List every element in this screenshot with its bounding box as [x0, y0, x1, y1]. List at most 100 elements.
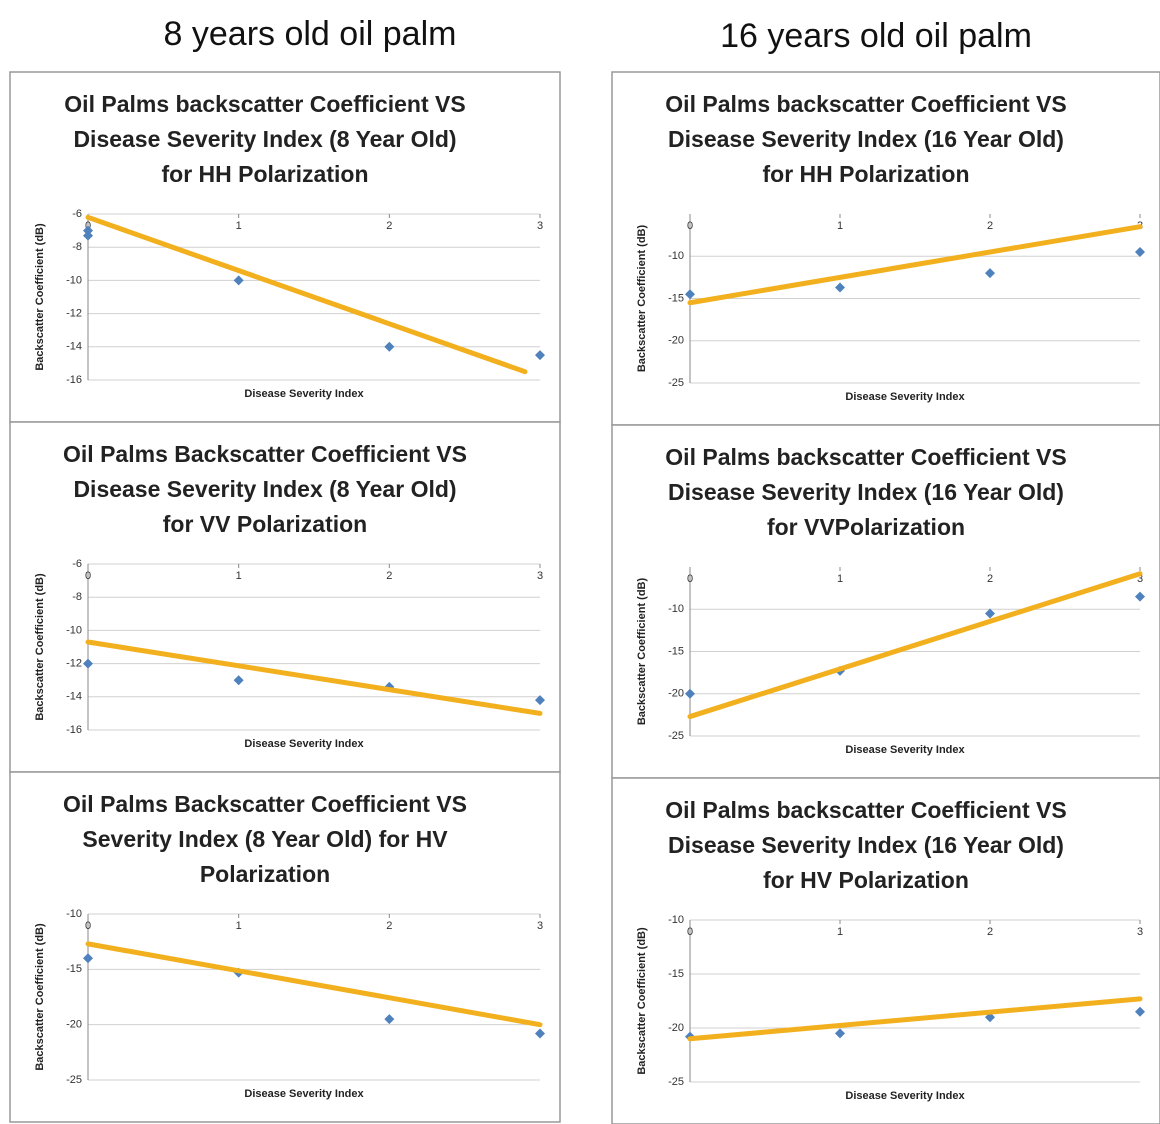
data-point — [685, 289, 695, 300]
chart-title: for VV Polarization — [163, 511, 367, 537]
x-tick-label: 0 — [85, 920, 91, 932]
y-tick-label: -16 — [66, 724, 82, 736]
y-tick-label: -25 — [668, 730, 684, 742]
y-tick-label: -10 — [66, 624, 82, 636]
chart-title: for HH Polarization — [762, 161, 969, 187]
x-tick-label: 0 — [687, 220, 693, 232]
data-point — [835, 1028, 845, 1039]
y-tick-label: -10 — [668, 603, 684, 615]
chart-title: for VVPolarization — [767, 514, 965, 540]
data-point — [233, 275, 244, 286]
x-tick-label: 2 — [987, 926, 993, 938]
chart-title: Disease Severity Index (16 Year Old) — [668, 479, 1064, 505]
y-tick-label: -8 — [72, 241, 82, 253]
x-tick-label: 0 — [85, 570, 91, 582]
x-axis-label: Disease Severity Index — [244, 1088, 364, 1100]
x-tick-label: 1 — [236, 920, 242, 932]
chart-panel: Oil Palms Backscatter Coefficient VS Seve… — [9, 771, 561, 1123]
x-tick-label: 3 — [537, 220, 543, 232]
chart-title: Oil Palms backscatter Coefficient VS — [665, 444, 1066, 470]
data-point — [535, 350, 545, 361]
trendline — [85, 639, 543, 716]
x-tick-label: 2 — [386, 920, 392, 932]
chart-panel: Oil Palms backscatter Coefficient VS Dise… — [611, 71, 1160, 426]
y-tick-label: -10 — [66, 274, 82, 286]
trendline — [85, 941, 543, 1028]
chart-title: Disease Severity Index (16 Year Old) — [668, 832, 1064, 858]
y-tick-label: -25 — [668, 1076, 684, 1088]
x-tick-label: 3 — [537, 570, 543, 582]
y-tick-label: -15 — [668, 645, 684, 657]
chart-title: Oil Palms Backscatter Coefficient VS — [63, 441, 467, 467]
panel-border — [611, 71, 1160, 426]
column-heading: 16 years old oil palm — [720, 17, 1032, 55]
chart-title: Disease Severity Index (8 Year Old) — [73, 126, 456, 152]
y-tick-label: -20 — [668, 1022, 684, 1034]
chart-title: Disease Severity Index (8 Year Old) — [73, 476, 456, 502]
y-tick-label: -25 — [66, 1074, 82, 1086]
data-point — [985, 608, 995, 619]
y-tick-label: -25 — [668, 377, 684, 389]
data-point — [83, 953, 93, 964]
chart-title: Severity Index (8 Year Old) for HV — [82, 826, 448, 852]
x-axis-label: Disease Severity Index — [244, 388, 364, 400]
y-tick-label: -6 — [72, 558, 82, 570]
y-tick-label: -20 — [66, 1019, 82, 1031]
x-tick-label: 3 — [1137, 926, 1143, 938]
y-tick-label: -10 — [66, 908, 82, 920]
data-point — [83, 230, 93, 241]
y-tick-label: -20 — [668, 335, 684, 347]
trendline — [687, 996, 1143, 1042]
y-tick-label: -14 — [66, 341, 82, 353]
trendline — [85, 214, 528, 375]
x-tick-label: 1 — [236, 220, 242, 232]
y-axis-label: Backscatter Coefficient (dB) — [34, 573, 46, 721]
data-point — [233, 675, 244, 686]
y-tick-label: -15 — [66, 963, 82, 975]
data-point — [1135, 1006, 1145, 1017]
y-axis-label: Backscatter Coefficient (dB) — [636, 927, 648, 1075]
x-tick-label: 0 — [687, 926, 693, 938]
column-heading: 8 years old oil palm — [164, 15, 457, 53]
chart-title: Disease Severity Index (16 Year Old) — [668, 126, 1064, 152]
x-tick-label: 1 — [837, 573, 843, 585]
y-tick-label: -15 — [668, 968, 684, 980]
y-tick-label: -20 — [668, 688, 684, 700]
x-tick-label: 2 — [987, 573, 993, 585]
x-axis-label: Disease Severity Index — [845, 744, 965, 756]
y-tick-label: -15 — [668, 292, 684, 304]
x-tick-label: 2 — [987, 220, 993, 232]
x-axis-label: Disease Severity Index — [845, 391, 965, 403]
y-tick-label: -12 — [66, 658, 82, 670]
x-tick-label: 2 — [386, 220, 392, 232]
chart-title: for HV Polarization — [763, 867, 969, 893]
chart-title: Oil Palms backscatter Coefficient VS — [64, 91, 465, 117]
x-tick-label: 0 — [687, 573, 693, 585]
x-tick-label: 3 — [1137, 573, 1143, 585]
y-tick-label: -14 — [66, 691, 82, 703]
y-tick-label: -10 — [668, 250, 684, 262]
x-axis-label: Disease Severity Index — [845, 1090, 965, 1102]
y-tick-label: -6 — [72, 208, 82, 220]
y-tick-label: -16 — [66, 374, 82, 386]
data-point — [384, 1014, 395, 1025]
trendline — [687, 571, 1143, 720]
y-tick-label: -8 — [72, 591, 82, 603]
x-tick-label: 2 — [386, 570, 392, 582]
y-axis-label: Backscatter Coefficient (dB) — [636, 225, 648, 373]
y-tick-label: -10 — [668, 914, 684, 926]
chart-title: Oil Palms backscatter Coefficient VS — [665, 797, 1066, 823]
data-point — [985, 268, 995, 279]
x-tick-label: 1 — [837, 926, 843, 938]
y-axis-label: Backscatter Coefficient (dB) — [34, 923, 46, 1071]
panel-border — [611, 424, 1160, 779]
data-point — [535, 1028, 545, 1039]
y-tick-label: -12 — [66, 308, 82, 320]
panel-border — [611, 777, 1160, 1124]
x-tick-label: 1 — [236, 570, 242, 582]
y-axis-label: Backscatter Coefficient (dB) — [34, 223, 46, 371]
chart-panel: Oil Palms backscatter Coefficient VS Dise… — [611, 777, 1160, 1124]
chart-title: Oil Palms Backscatter Coefficient VS — [63, 791, 467, 817]
x-tick-label: 1 — [837, 220, 843, 232]
